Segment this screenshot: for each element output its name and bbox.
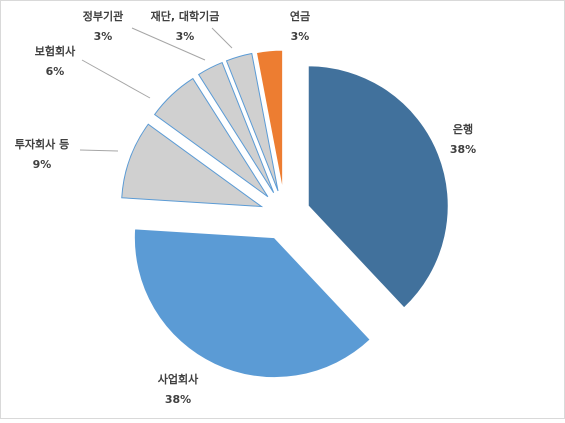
value-label: 6% <box>46 65 65 78</box>
pie-slice <box>225 52 279 192</box>
slice-label: 은행 <box>453 122 473 136</box>
slice-label: 연금 <box>290 9 310 23</box>
pie-slice <box>197 61 275 193</box>
leader-line <box>81 59 151 99</box>
pie-slice <box>307 65 449 309</box>
value-label: 9% <box>33 158 52 171</box>
value-label: 3% <box>94 30 113 43</box>
pie-slice <box>153 77 269 198</box>
slice-label: 사업회사 <box>158 372 199 386</box>
leader-line <box>211 27 233 49</box>
pie-slice <box>255 49 284 191</box>
leader-line <box>131 27 206 61</box>
value-label: 3% <box>291 30 310 43</box>
value-label: 38% <box>450 143 476 156</box>
pie-slice <box>133 228 371 379</box>
value-label: 38% <box>165 393 191 406</box>
slice-label: 투자회사 등 <box>15 137 69 151</box>
pie-slice <box>121 123 264 208</box>
slice-label: 정부기관 <box>83 9 123 23</box>
slice-label: 재단, 대학기금 <box>151 9 220 23</box>
leader-line <box>79 149 119 152</box>
value-label: 3% <box>176 30 195 43</box>
slice-label: 보험회사 <box>35 44 76 58</box>
